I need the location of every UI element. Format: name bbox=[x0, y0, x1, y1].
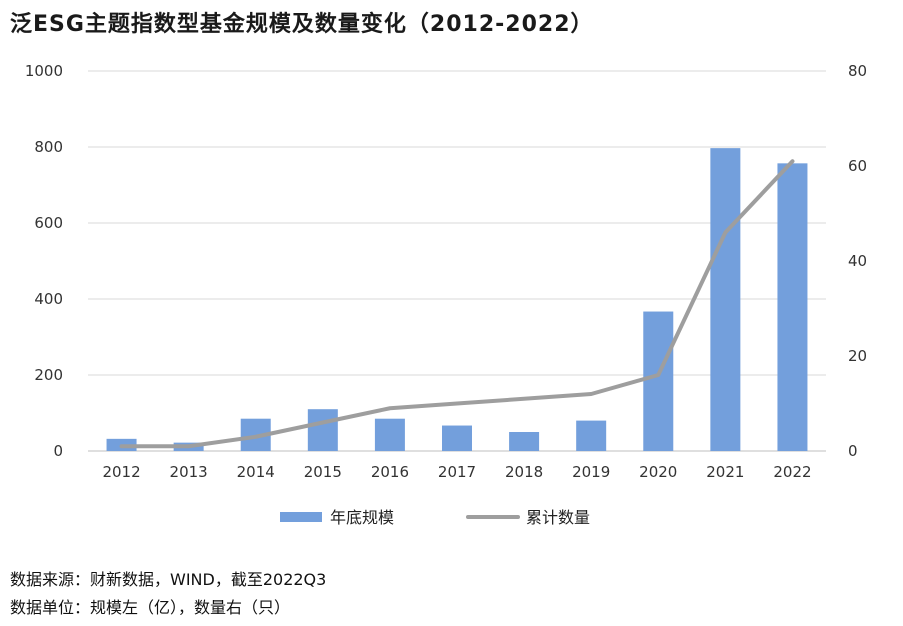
x-tick-label: 2015 bbox=[304, 463, 342, 481]
y-tick-label-left: 600 bbox=[34, 214, 63, 232]
x-tick-label: 2022 bbox=[773, 463, 811, 481]
x-tick-label: 2019 bbox=[572, 463, 610, 481]
y-axis-right: 0 20 40 60 80 bbox=[848, 62, 867, 460]
x-tick-label: 2013 bbox=[170, 463, 208, 481]
bar bbox=[442, 425, 472, 451]
bar bbox=[509, 432, 540, 451]
y-axis-left: 0 200 400 600 800 1000 bbox=[25, 62, 63, 460]
unit-note: 数据单位：规模左（亿），数量右（只） bbox=[10, 598, 291, 617]
y-tick-label-right: 0 bbox=[848, 442, 858, 460]
y-tick-label-right: 20 bbox=[848, 347, 867, 365]
line-series bbox=[119, 159, 795, 449]
legend: 年底规模 累计数量 bbox=[280, 508, 590, 527]
bar bbox=[307, 409, 338, 451]
chart-area: 0 200 400 600 800 1000 0 20 40 60 80 2012 2013 2014… bbox=[25, 62, 867, 527]
y-tick-label-left: 800 bbox=[34, 138, 63, 156]
x-tick-label: 2018 bbox=[505, 463, 543, 481]
source-note: 数据来源：财新数据，WIND，截至2022Q3 bbox=[10, 570, 327, 589]
x-tick-label: 2017 bbox=[438, 463, 476, 481]
x-tick-label: 2021 bbox=[706, 463, 744, 481]
x-axis: 2012 2013 2014 2015 2016 2017 2018 2019 2020 2021… bbox=[102, 463, 811, 481]
y-tick-label-left: 400 bbox=[34, 290, 63, 308]
bar-series bbox=[106, 148, 808, 451]
y-tick-label-left: 200 bbox=[34, 366, 63, 384]
y-tick-label-left: 1000 bbox=[25, 62, 63, 80]
legend-label-bar: 年底规模 bbox=[330, 508, 394, 527]
x-tick-label: 2016 bbox=[371, 463, 409, 481]
gridlines bbox=[88, 70, 826, 452]
x-tick-label: 2012 bbox=[102, 463, 140, 481]
bar bbox=[576, 420, 607, 451]
bar bbox=[710, 148, 741, 451]
x-tick-label: 2020 bbox=[639, 463, 677, 481]
y-tick-label-left: 0 bbox=[53, 442, 63, 460]
bar bbox=[777, 163, 808, 451]
y-tick-label-right: 40 bbox=[848, 252, 867, 270]
series-line bbox=[119, 159, 795, 449]
legend-label-line: 累计数量 bbox=[526, 508, 590, 527]
bar bbox=[374, 418, 405, 451]
y-tick-label-right: 80 bbox=[848, 62, 867, 80]
bar bbox=[643, 311, 674, 451]
chart-title: 泛ESG主题指数型基金规模及数量变化（2012-2022） bbox=[10, 12, 594, 37]
legend-swatch-bar bbox=[280, 512, 322, 522]
x-tick-label: 2014 bbox=[237, 463, 275, 481]
y-tick-label-right: 60 bbox=[848, 157, 867, 175]
